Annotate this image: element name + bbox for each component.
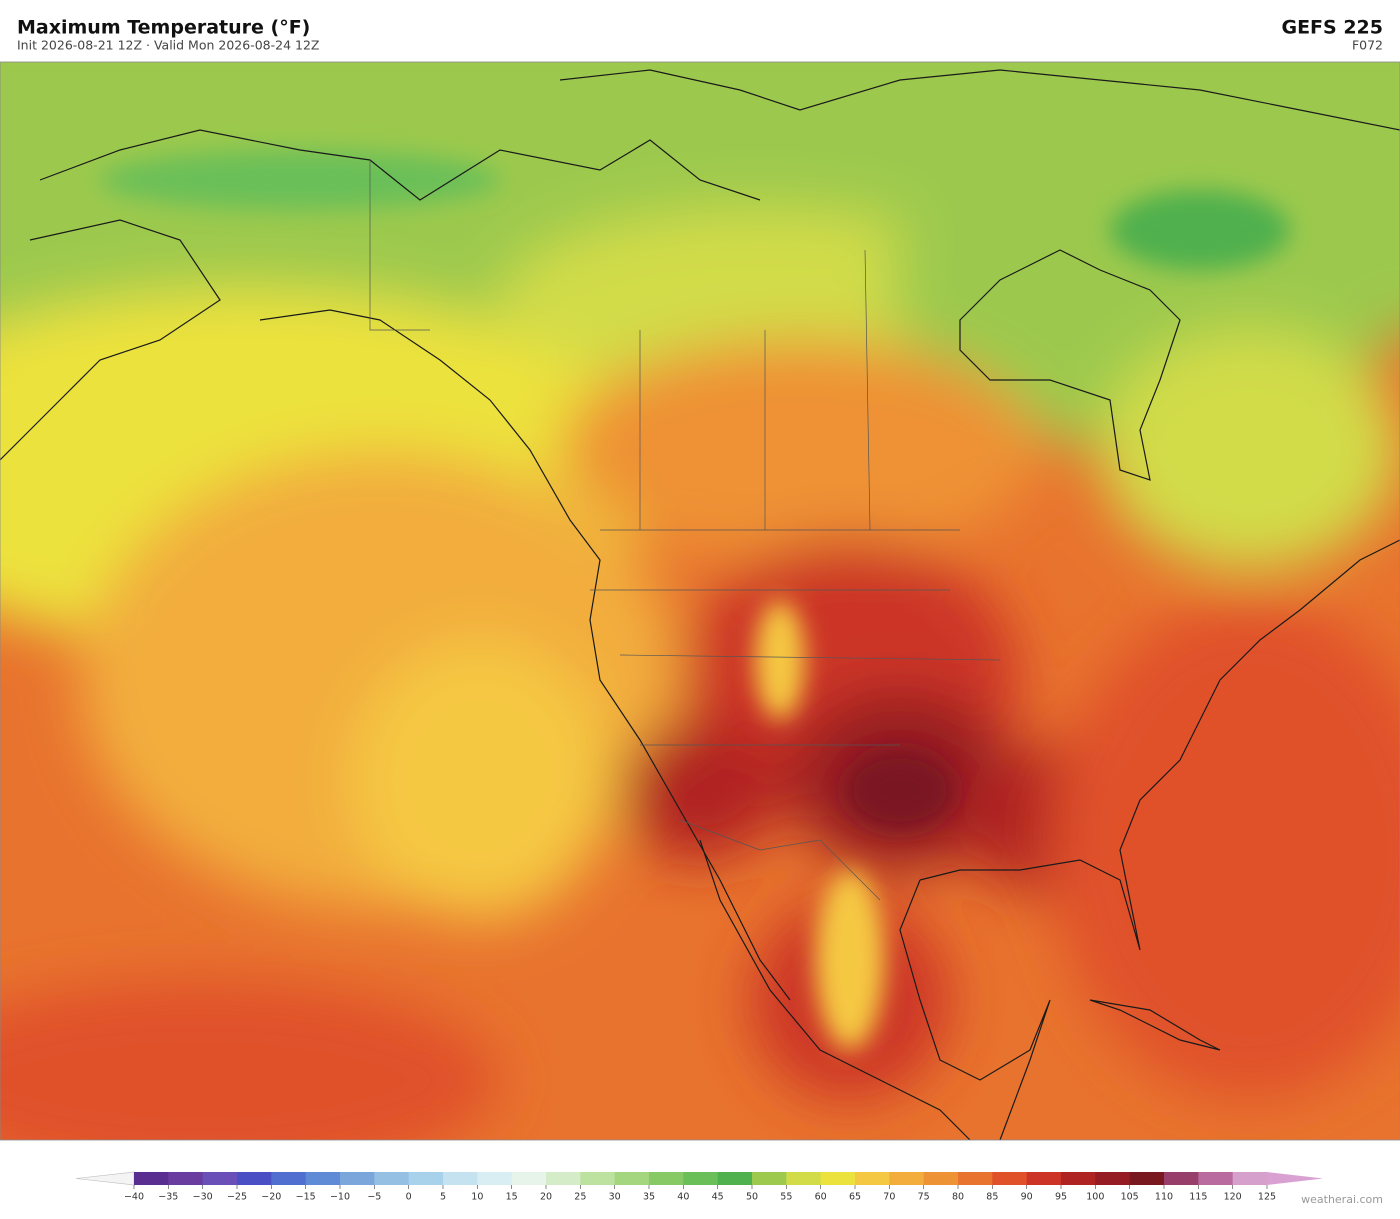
colorbar-tick-label: 55: [780, 1192, 792, 1203]
colorbar-swatch: [1061, 1172, 1096, 1185]
colorbar-tick-label: −5: [367, 1192, 381, 1203]
colorbar-tick-label: −40: [124, 1192, 144, 1203]
map: [0, 62, 1400, 1140]
colorbar-tick-label: 50: [746, 1192, 758, 1203]
colorbar-swatch: [1164, 1172, 1199, 1185]
forecast-hour: F072: [1352, 38, 1383, 53]
colorbar-swatch: [752, 1172, 787, 1185]
colorbar-tick-label: 75: [918, 1192, 930, 1203]
colorbar-tick-label: 35: [643, 1192, 655, 1203]
colorbar-tick-label: 105: [1121, 1192, 1139, 1203]
colorbar-swatch: [580, 1172, 616, 1185]
colorbar-tick-label: −30: [193, 1192, 213, 1203]
colorbar-tick-label: −25: [227, 1192, 247, 1203]
colorbar-swatch: [340, 1172, 375, 1185]
colorbar-swatch: [649, 1172, 684, 1185]
colorbar-swatch: [923, 1172, 959, 1185]
colorbar-swatch: [614, 1172, 650, 1185]
colorbar-swatch: [1026, 1172, 1062, 1185]
credit: weatherai.com: [1301, 1193, 1383, 1206]
colorbar-tick-label: 0: [406, 1192, 412, 1203]
colorbar-tick-label: 80: [952, 1192, 964, 1203]
colorbar-tick-label: 120: [1224, 1192, 1242, 1203]
colorbar-tick-label: 40: [677, 1192, 689, 1203]
colorbar-tick-label: 5: [440, 1192, 446, 1203]
colorbar-swatch: [443, 1172, 478, 1185]
colorbar-tick-label: 30: [609, 1192, 621, 1203]
colorbar-tick-label: −35: [158, 1192, 178, 1203]
colorbar-swatch: [305, 1172, 341, 1185]
colorbar-tick-label: 10: [471, 1192, 483, 1203]
colorbar-tick-label: 60: [815, 1192, 827, 1203]
colorbar-tick-label: 20: [540, 1192, 552, 1203]
colorbar-swatch: [992, 1172, 1028, 1185]
colorbar-tick-label: 85: [986, 1192, 998, 1203]
colorbar: −40 −35 −30 −25 −20 −15 −10 −5 0 5 10 15 20 25 30 35 40 4…: [75, 1171, 1323, 1203]
colorbar-swatch: [237, 1172, 272, 1185]
colorbar-tick-label: 110: [1155, 1192, 1173, 1203]
colorbar-swatch: [511, 1172, 547, 1185]
colorbar-swatch: [408, 1172, 444, 1185]
colorbar-swatch: [958, 1172, 993, 1185]
model-label: GEFS 225: [1281, 17, 1383, 39]
colorbar-swatch: [1095, 1172, 1131, 1185]
colorbar-tick-label: 15: [506, 1192, 518, 1203]
colorbar-swatch: [786, 1172, 822, 1185]
colorbar-tick-label: 65: [849, 1192, 861, 1203]
colorbar-swatch: [1129, 1172, 1165, 1185]
colorbar-swatch: [271, 1172, 307, 1185]
colorbar-swatch: [717, 1172, 753, 1185]
colorbar-tick-label: 95: [1055, 1192, 1067, 1203]
subtitle: Init 2026-08-21 12Z · Valid Mon 2026-08-…: [17, 38, 319, 53]
colorbar-tick-label: 100: [1086, 1192, 1104, 1203]
colorbar-tick-label: 25: [574, 1192, 586, 1203]
colorbar-swatch: [1198, 1172, 1234, 1185]
colorbar-swatch: [820, 1172, 856, 1185]
colorbar-tick-label: −15: [296, 1192, 316, 1203]
colorbar-tick-label: 45: [712, 1192, 724, 1203]
colorbar-tick-label: −20: [261, 1192, 281, 1203]
colorbar-swatch: [683, 1172, 719, 1185]
map-frame: [0, 61, 1400, 1141]
colorbar-swatch: [374, 1172, 410, 1185]
colorbar-tick-label: 115: [1189, 1192, 1207, 1203]
colorbar-swatch: [1232, 1172, 1268, 1185]
colorbar-tick-label: −10: [330, 1192, 350, 1203]
colorbar-swatch: [855, 1172, 890, 1185]
colorbar-swatch: [134, 1172, 169, 1185]
colorbar-swatch: [546, 1172, 581, 1185]
colorbar-under: [75, 1171, 135, 1186]
title: Maximum Temperature (°F): [17, 17, 310, 39]
colorbar-swatch: [477, 1172, 513, 1185]
colorbar-swatch: [889, 1172, 925, 1185]
colorbar-swatch: [202, 1172, 238, 1185]
colorbar-tick-label: 125: [1258, 1192, 1276, 1203]
colorbar-swatch: [168, 1172, 204, 1185]
colorbar-over: [1267, 1172, 1323, 1185]
colorbar-tick-label: 70: [883, 1192, 895, 1203]
colorbar-tick-label: 90: [1021, 1192, 1033, 1203]
